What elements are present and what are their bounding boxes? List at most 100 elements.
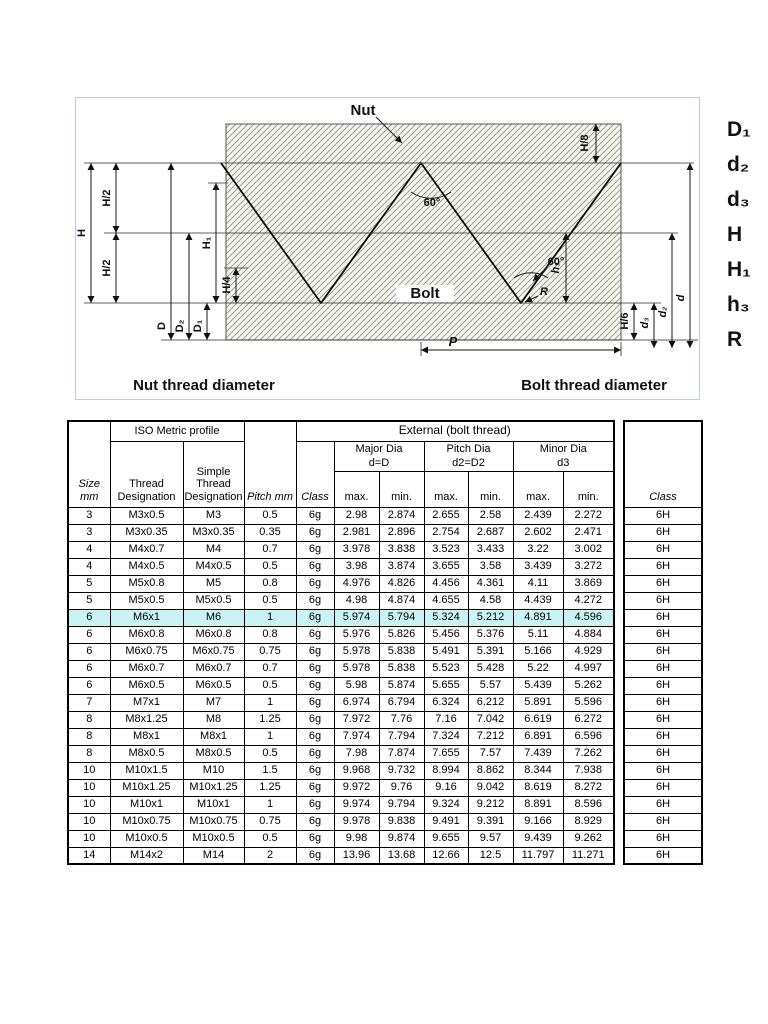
- table-cell: 5.974: [333, 608, 380, 627]
- class-cell: 6H: [623, 778, 703, 797]
- symbol-H1: H₁: [727, 258, 751, 281]
- table-cell: 7.324: [423, 727, 469, 746]
- table-cell: M10x1.25: [182, 778, 245, 797]
- table-cell: 8.272: [562, 778, 615, 797]
- table-row: 6 M6x0.8 M6x0.8 0.8 6g 5.976 5.826 5.456 5.376 5.…: [67, 625, 615, 644]
- header-minor-dia: Minor Dia: [512, 440, 615, 457]
- table-cell: 9.732: [378, 761, 425, 780]
- table-cell: M10x0.5: [182, 829, 245, 848]
- table-cell: 6.891: [512, 727, 564, 746]
- table-cell: 9.76: [378, 778, 425, 797]
- table-cell: M8x1: [182, 727, 245, 746]
- table-cell: 12.5: [467, 846, 514, 865]
- table-cell: 7.938: [562, 761, 615, 780]
- table-cell: 5.439: [512, 676, 564, 695]
- class-cell: 6H: [623, 591, 703, 610]
- table-cell: 3.58: [467, 557, 514, 576]
- class-cell: 6H: [623, 693, 703, 712]
- radius-label: R: [540, 286, 548, 298]
- table-cell: 9.324: [423, 795, 469, 814]
- table-cell: 0.5: [243, 506, 297, 525]
- col-header-simple-designation: Simple Thread Designation: [182, 440, 245, 507]
- table-cell: 2.98: [333, 506, 380, 525]
- table-cell: 12.66: [423, 846, 469, 865]
- table-cell: M4x0.5: [109, 557, 184, 576]
- table-cell: 9.391: [467, 812, 514, 831]
- table-cell: M8x1.25: [109, 710, 184, 729]
- table-cell: M6x0.7: [182, 659, 245, 678]
- table-cell: 6.324: [423, 693, 469, 712]
- table-cell: 14: [67, 846, 111, 865]
- dim-label-H: H: [76, 229, 88, 237]
- table-cell: 0.35: [243, 523, 297, 542]
- table-cell: 5.57: [467, 676, 514, 695]
- table-cell: 0.75: [243, 812, 297, 831]
- table-cell: 5.22: [512, 659, 564, 678]
- table-cell: M10x1: [182, 795, 245, 814]
- table-cell: 6.794: [378, 693, 425, 712]
- col-header-pitch-max: max.: [423, 470, 469, 508]
- table-cell: M10x0.75: [182, 812, 245, 831]
- table-cell: 5.212: [467, 608, 514, 627]
- table-cell: 6g: [295, 557, 335, 576]
- table-cell: 4.361: [467, 574, 514, 593]
- radius-leader-arrow: [524, 295, 539, 303]
- table-cell: 5.428: [467, 659, 514, 678]
- class-table-row: 6H: [623, 557, 703, 576]
- table-cell: 4.826: [378, 574, 425, 593]
- class-table-body: 6H 6H 6H 6H 6H 6H 6H 6H 6H 6H 6H 6H 6H 6H 6H 6H 6H 6H 6H 6H…: [623, 506, 703, 865]
- class-cell: 6H: [623, 642, 703, 661]
- class-cell: 6H: [623, 676, 703, 695]
- table-cell: 2.687: [467, 523, 514, 542]
- table-cell: M8x0.5: [182, 744, 245, 763]
- table-cell: 6.596: [562, 727, 615, 746]
- col-header-major-min: min.: [378, 470, 425, 508]
- table-cell: 4.439: [512, 591, 564, 610]
- table-cell: 0.5: [243, 829, 297, 848]
- class-table-row: 6H: [623, 523, 703, 542]
- table-row: 6 M6x1 M6 1 6g 5.974 5.794 5.324 5.212 4.891 4.596: [67, 608, 615, 627]
- table-cell: 10: [67, 778, 111, 797]
- table-cell: 5.655: [423, 676, 469, 695]
- symbol-legend: D₁ d₂ d₃ H H₁ h₃ R: [727, 118, 751, 351]
- table-cell: M10x1.25: [109, 778, 184, 797]
- class-table-row: 6H: [623, 846, 703, 865]
- col-header-size: Size mm: [67, 420, 111, 508]
- class-cell: 6H: [623, 761, 703, 780]
- table-cell: M5x0.5: [109, 591, 184, 610]
- dim-label-D2: D₂: [174, 319, 186, 332]
- table-row: 14 M14x2 M14 2 6g 13.96 13.68 12.66 12.5 11.797 11…: [67, 846, 615, 865]
- table-cell: 7.874: [378, 744, 425, 763]
- table-cell: 5: [67, 574, 111, 593]
- table-cell: 3.22: [512, 540, 564, 559]
- class-table-row: 6H: [623, 659, 703, 678]
- angle-arc-top: [410, 191, 452, 199]
- class-table-row: 6H: [623, 676, 703, 695]
- table-cell: 5.166: [512, 642, 564, 661]
- table-cell: 9.042: [467, 778, 514, 797]
- table-cell: 5.826: [378, 625, 425, 644]
- table-cell: 10: [67, 812, 111, 831]
- table-cell: 7.972: [333, 710, 380, 729]
- class-table-row: 6H: [623, 727, 703, 746]
- table-row: 6 M6x0.75 M6x0.75 0.75 6g 5.978 5.838 5.491 5.39…: [67, 642, 615, 661]
- table-cell: 7.16: [423, 710, 469, 729]
- symbol-h3: h₃: [727, 293, 750, 316]
- table-cell: 2.754: [423, 523, 469, 542]
- table-cell: 3.838: [378, 540, 425, 559]
- table-cell: M3x0.5: [109, 506, 184, 525]
- table-cell: M3x0.35: [109, 523, 184, 542]
- dim-label-H8: H/8: [579, 134, 591, 151]
- class-cell: 6H: [623, 506, 703, 525]
- table-cell: 4.596: [562, 608, 615, 627]
- table-cell: 6: [67, 625, 111, 644]
- table-cell: 5.11: [512, 625, 564, 644]
- table-cell: 8: [67, 727, 111, 746]
- table-cell: 0.8: [243, 574, 297, 593]
- table-cell: 8: [67, 744, 111, 763]
- nut-leader-arrow: [375, 116, 403, 144]
- table-cell: M8x0.5: [109, 744, 184, 763]
- table-cell: M5: [182, 574, 245, 593]
- table-row: 3 M3x0.35 M3x0.35 0.35 6g 2.981 2.896 2.754 2.68…: [67, 523, 615, 542]
